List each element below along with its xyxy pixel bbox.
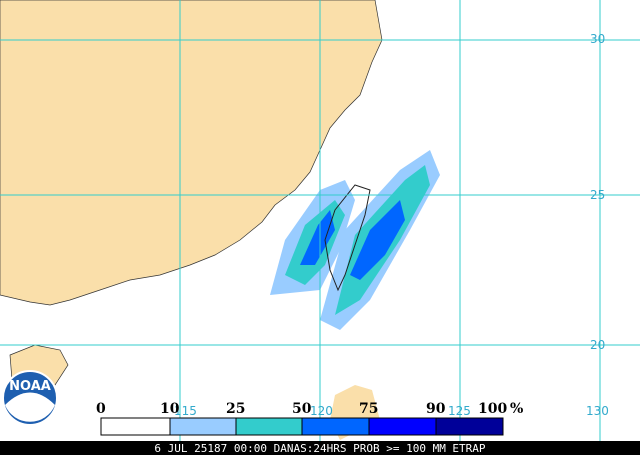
lat-label: 20 — [590, 338, 605, 352]
legend-label: 50 — [292, 401, 312, 417]
legend-swatch — [301, 417, 370, 436]
lon-label: 130 — [586, 404, 609, 418]
lon-label: 115 — [174, 404, 197, 418]
legend-swatch — [235, 417, 303, 436]
legend-unit: % — [510, 401, 523, 417]
legend-label: 100 — [478, 401, 507, 417]
caption: 6 JUL 25187 00:00 DANAS:24HRS PROB >= 10… — [154, 442, 486, 455]
noaa-logo: NOAA — [2, 370, 58, 426]
legend-label: 0 — [96, 401, 106, 417]
legend-swatch — [435, 417, 504, 436]
legend-label: 75 — [359, 401, 378, 417]
legend-label: 90 — [426, 401, 446, 417]
prob-50 — [350, 200, 405, 280]
legend-swatch — [368, 417, 437, 436]
legend-label: 25 — [226, 401, 245, 417]
prob-50 — [300, 210, 335, 265]
lat-label: 25 — [590, 188, 605, 202]
legend-swatch — [169, 417, 237, 436]
land-china — [0, 0, 383, 306]
lat-label: 30 — [590, 32, 605, 46]
legend-label: 10 — [160, 401, 180, 417]
caption-bar — [0, 441, 640, 455]
lon-label: 125 — [448, 404, 471, 418]
legend-swatch — [100, 417, 171, 436]
lon-label: 120 — [310, 404, 333, 418]
graticule — [0, 0, 640, 441]
taiwan-outline — [324, 184, 371, 292]
logo-text: NOAA — [9, 379, 51, 394]
legend: 0 10 25 50 75 90 100 % — [96, 401, 523, 436]
